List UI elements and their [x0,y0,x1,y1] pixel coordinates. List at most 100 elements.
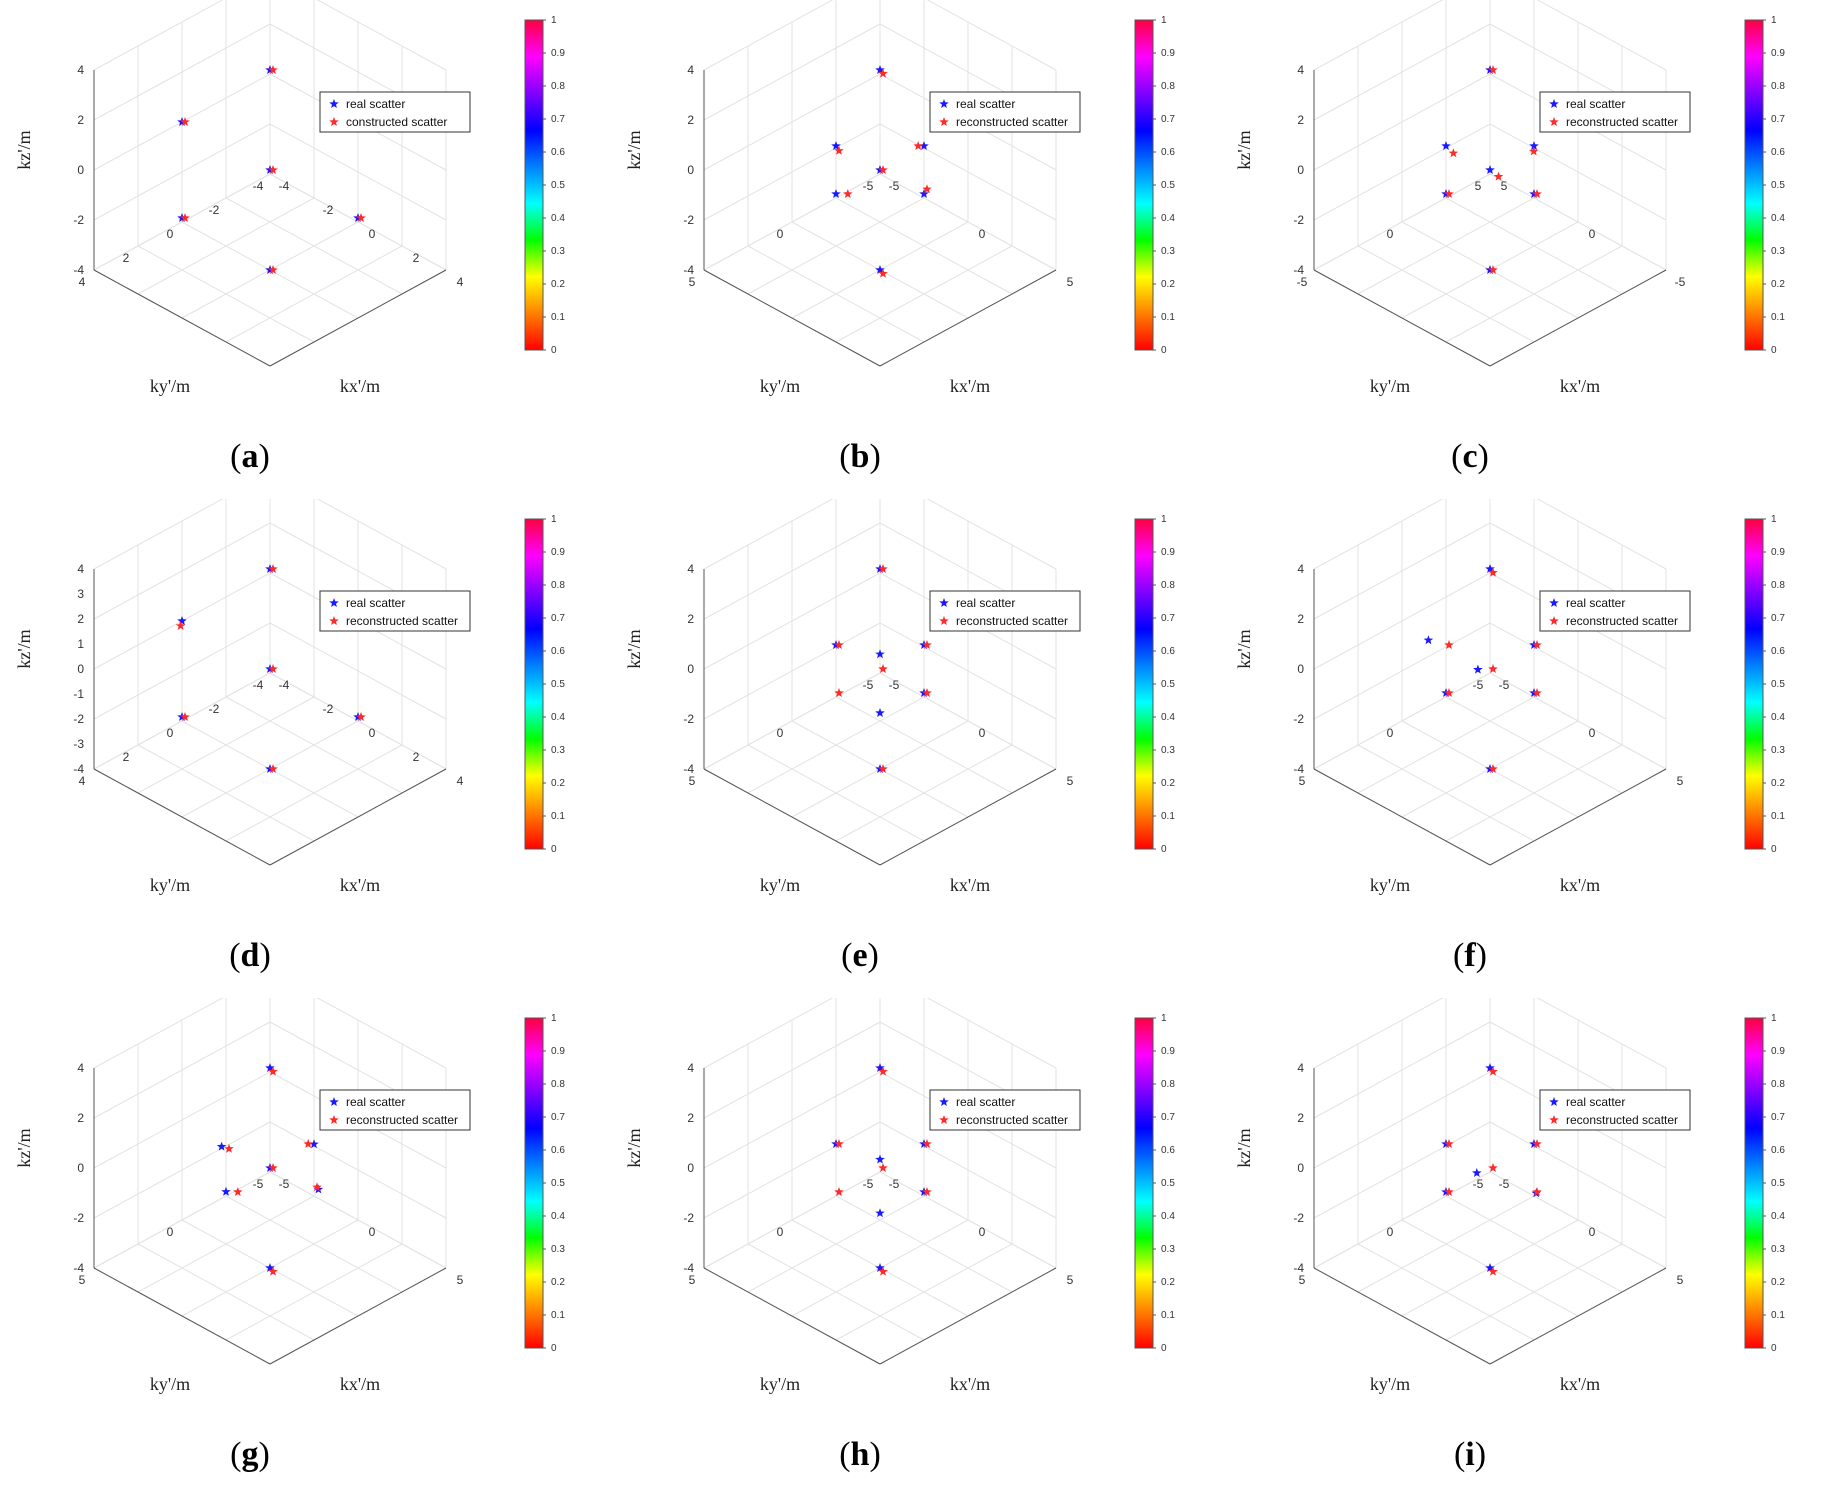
y-tick-label: 0 [167,1225,174,1239]
y-tick-label: -5 [1297,275,1308,289]
z-tick-label: 4 [687,562,694,576]
scatter-point [1488,65,1498,74]
scatter-point [875,265,885,274]
scatter-point [922,1187,932,1196]
colorbar-tick-label: 0.3 [551,246,565,257]
scatter-point [843,189,853,198]
y-tick-label: 0 [777,726,784,740]
z-tick-label: -4 [1293,1261,1304,1275]
colorbar-tick-label: 0.3 [551,1244,565,1255]
scatter-point [356,213,366,222]
z-tick-label: -2 [73,712,84,726]
colorbar-tick-label: 0.3 [1161,246,1175,257]
legend-marker [1549,1097,1559,1106]
scatter-point [878,1266,888,1276]
y-tick-label: 0 [777,1225,784,1239]
y-tick-label: 4 [79,774,86,788]
legend: real scatter constructed scatter [319,91,471,133]
legend-label: real scatter [956,97,1015,111]
colorbar-tick-label: 0.1 [1161,1310,1175,1321]
scatter-point [1488,1163,1498,1172]
scatter-point [1493,171,1504,181]
colorbar [524,19,544,351]
axes-frame [703,569,1057,866]
y-axis-title: ky'/m [760,875,800,895]
scatter-point [268,564,278,573]
scatter-point [875,1063,885,1072]
legend: real scatter reconstructed scatter [929,590,1081,632]
grid-lines [703,0,1057,367]
axes-frame [703,70,1057,367]
z-tick-label: -4 [683,263,694,277]
legend-label: real scatter [346,97,405,111]
y-tick-label: 5 [1475,179,1482,193]
y-tick-label: 5 [1299,774,1306,788]
y-axis-title: ky'/m [1370,1374,1410,1394]
series-reconstructed [224,1066,322,1276]
colorbar-tick-label: 0.9 [551,547,565,558]
z-axis-title: kz'/m [624,629,644,668]
scatter-point [268,265,278,274]
legend-label: real scatter [1566,1095,1625,1109]
y-tick-label: 2 [123,750,130,764]
x-tick-label: 5 [1677,774,1684,788]
legend: real scatter reconstructed scatter [929,1089,1081,1131]
scatter-point [922,688,932,697]
panel-label: b [850,438,870,475]
y-tick-label: 0 [1387,1225,1394,1239]
x-tick-label: -5 [1499,1177,1510,1191]
colorbar-tick-label: 0.6 [551,646,565,657]
series-reconstructed [834,68,932,278]
x-tick-label: 5 [1067,275,1074,289]
grid-lines [93,0,447,367]
x-axis-title: kx'/m [340,875,380,895]
series-reconstructed [1444,567,1542,773]
colorbar-tick-label: 0.6 [551,1145,565,1156]
z-tick-label: 0 [77,163,84,177]
colorbar-tick-label: 0.5 [1161,180,1175,191]
y-axis-title: ky'/m [760,376,800,396]
colorbar-tick-label: 0.8 [1771,1079,1785,1090]
y-tick-label: 0 [167,726,174,740]
colorbar-tick-label: 0.8 [1161,1079,1175,1090]
colorbar-tick-label: 0.6 [1771,147,1785,158]
legend: real scatter reconstructed scatter [319,1089,471,1131]
z-axis-title: kz'/m [624,130,644,169]
scatter-point [875,1263,885,1272]
colorbar-tick-label: 0.9 [1771,1046,1785,1057]
series-reconstructed [834,564,932,773]
z-tick-label: -2 [73,1211,84,1225]
x-tick-label: 5 [457,1273,464,1287]
panel-caption: (d) [229,937,271,974]
z-tick-label: 4 [1297,63,1304,77]
legend-marker [329,99,339,108]
chart-svg-f: -4 -2 0 2 4 -5 0 5 -5 0 5 kz'/m ky'/m kx'/m real scatt… [1234,499,1785,895]
scatter-point [878,564,888,573]
colorbar-tick-label: 0.7 [551,114,565,125]
scatter-point [1488,1266,1498,1276]
colorbar [1134,1017,1154,1349]
legend-marker [939,1115,949,1124]
legend-marker [939,616,949,625]
scatter-point [875,1208,885,1218]
z-tick-label: 2 [687,113,694,127]
x-tick-label: -4 [279,179,290,193]
colorbar-tick-label: 0.4 [551,213,565,224]
colorbar-tick-label: 1 [1161,1013,1167,1024]
chart-panel-d: -4 -3 -2 -1 0 1 2 3 4 -4 -2 0 2 4 -4 -2 0 2 4 kz'/m ky'/m kx'… [0,499,610,998]
x-tick-label: 0 [369,726,376,740]
scatter-point [265,1263,275,1272]
x-axis-title: kx'/m [950,1374,990,1394]
y-tick-label: -5 [253,1177,264,1191]
chart-svg-i: -4 -2 0 2 4 -5 0 5 -5 0 5 kz'/m ky'/m kx'/m real scatt… [1234,998,1785,1394]
z-tick-label: 0 [1297,1161,1304,1175]
colorbar-tick-label: 0.9 [551,1046,565,1057]
y-axis-title: ky'/m [1370,875,1410,895]
colorbar-tick-label: 0.8 [1161,81,1175,92]
z-tick-label: -4 [683,1261,694,1275]
legend-marker [939,99,949,108]
scatter-point [312,1182,322,1192]
scatter-point [834,1139,844,1148]
colorbar-tick-label: 0.2 [551,279,565,290]
z-tick-label: 4 [1297,1061,1304,1075]
